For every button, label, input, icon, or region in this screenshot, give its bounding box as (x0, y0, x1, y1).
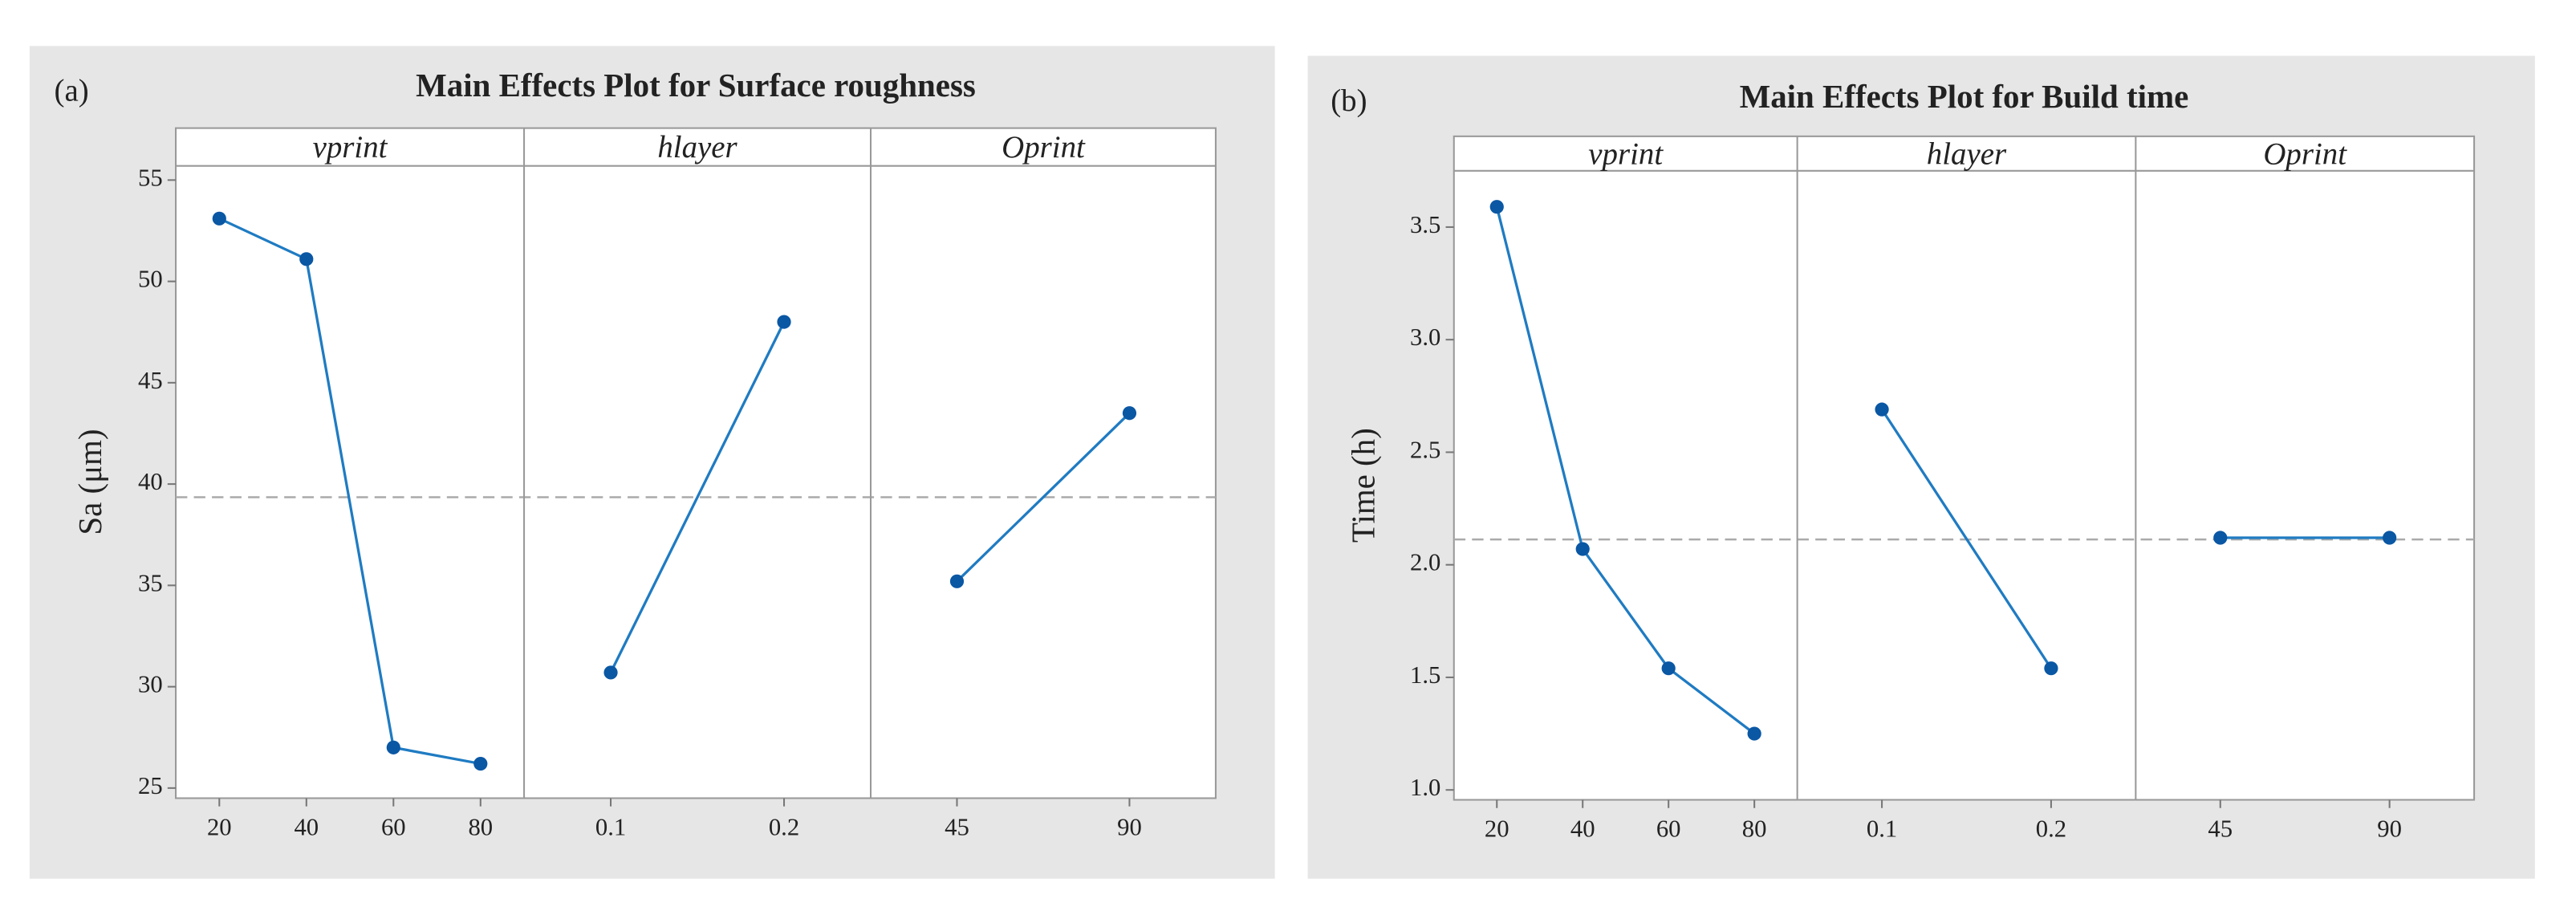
x-tick-label: 60 (381, 813, 406, 840)
y-tick-label: 50 (138, 266, 163, 293)
effect-point (1747, 726, 1761, 741)
effect-line (1880, 409, 2053, 669)
effect-point (2383, 531, 2397, 545)
y-tick-label: 3.5 (1410, 211, 1440, 238)
y-tick-label: 40 (138, 468, 163, 495)
y-tick-label: 25 (138, 772, 163, 799)
effect-point (603, 665, 618, 680)
panel-name: Oprint (2263, 136, 2347, 171)
effect-line (609, 321, 786, 673)
panel-name: vprint (313, 130, 388, 165)
y-tick-label: 35 (138, 569, 163, 596)
plot-area (1453, 135, 2476, 801)
x-tick-label: 0.2 (2036, 815, 2066, 842)
panel-name: Oprint (1002, 130, 1086, 165)
chart-title: Main Effects Plot for Build time (1740, 79, 2189, 115)
x-tick-label: 40 (294, 813, 319, 840)
y-tick-label: 30 (138, 671, 163, 698)
panel-label: (a) (55, 74, 89, 108)
y-tick-label: 1.0 (1410, 774, 1440, 801)
effect-point (2213, 531, 2228, 545)
chart-title: Main Effects Plot for Surface roughness (416, 67, 976, 104)
effect-point (1575, 542, 1590, 556)
x-tick-label: 45 (2208, 815, 2233, 842)
effect-line (218, 217, 481, 766)
x-tick-label: 80 (468, 813, 493, 840)
x-tick-label: 60 (1656, 815, 1681, 842)
effect-point (386, 740, 400, 754)
x-tick-label: 90 (1117, 813, 1142, 840)
y-tick-label: 55 (138, 164, 163, 191)
x-tick-label: 20 (1485, 815, 1509, 842)
x-tick-label: 0.2 (769, 813, 799, 840)
x-tick-label: 20 (207, 813, 232, 840)
x-tick-label: 90 (2377, 815, 2402, 842)
x-tick-label: 45 (945, 813, 969, 840)
y-axis-label: Sa (μm) (72, 429, 108, 535)
effect-point (212, 211, 226, 226)
effect-point (949, 574, 965, 588)
effect-line (1495, 206, 1756, 735)
panel-label: (b) (1331, 83, 1367, 118)
y-tick-label: 1.5 (1410, 661, 1440, 689)
y-tick-label: 2.5 (1410, 436, 1440, 463)
x-tick-label: 80 (1742, 815, 1767, 842)
effect-point (473, 756, 488, 771)
panel-name: vprint (1588, 136, 1664, 171)
y-axis-label: Time (h) (1346, 428, 1382, 543)
y-tick-label: 45 (138, 367, 163, 394)
y-tick-label: 2.0 (1410, 549, 1440, 576)
effect-point (1661, 661, 1676, 676)
x-tick-label: 0.1 (1867, 815, 1897, 842)
plot-area (175, 127, 1217, 799)
effect-point (1875, 402, 1889, 417)
effect-point (1122, 406, 1137, 421)
effect-point (1489, 200, 1504, 214)
panel-name: hlayer (1927, 136, 2007, 171)
x-tick-label: 0.1 (595, 813, 626, 840)
effect-point (299, 252, 314, 266)
effect-point (777, 315, 791, 329)
y-tick-label: 3.0 (1410, 323, 1440, 351)
x-tick-label: 40 (1570, 815, 1595, 842)
panel-name: hlayer (657, 130, 737, 165)
effect-point (2044, 661, 2058, 676)
effect-line (956, 412, 1131, 583)
